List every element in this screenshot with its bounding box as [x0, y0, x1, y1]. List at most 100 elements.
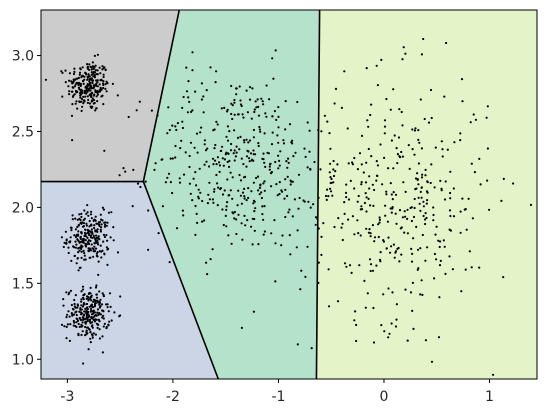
data-point	[396, 162, 399, 165]
data-point	[372, 341, 376, 344]
data-point	[453, 141, 456, 144]
data-point	[174, 144, 177, 148]
data-point	[412, 327, 415, 330]
data-point	[416, 178, 419, 181]
data-point	[112, 239, 115, 242]
data-point	[266, 151, 269, 154]
data-point	[261, 205, 264, 208]
data-point	[96, 85, 99, 88]
data-point	[176, 122, 179, 125]
data-point	[226, 201, 229, 204]
data-point	[102, 314, 105, 317]
data-point	[81, 225, 85, 228]
data-point	[71, 218, 74, 221]
data-point	[334, 87, 338, 90]
y-tick-label: 2.0	[12, 200, 34, 216]
data-point	[233, 149, 236, 152]
data-point	[360, 205, 363, 208]
data-point	[77, 269, 80, 272]
data-point	[257, 114, 261, 117]
data-point	[86, 90, 89, 93]
data-point	[95, 293, 98, 296]
data-point	[213, 147, 216, 150]
data-point	[353, 319, 356, 322]
data-point	[393, 256, 396, 259]
data-point	[387, 236, 390, 239]
data-point	[270, 143, 274, 146]
data-point	[127, 115, 130, 119]
data-point	[424, 339, 427, 342]
data-point	[389, 182, 392, 185]
data-point	[426, 246, 429, 249]
data-point	[231, 211, 234, 214]
data-point	[326, 120, 329, 123]
data-point	[211, 157, 215, 160]
data-point	[421, 233, 424, 237]
data-point	[412, 215, 416, 219]
data-point	[86, 66, 89, 69]
data-point	[277, 115, 280, 118]
data-point	[438, 296, 441, 299]
data-point	[166, 132, 169, 135]
data-point	[86, 95, 89, 98]
data-point	[98, 290, 101, 293]
data-point	[220, 149, 223, 152]
data-point	[92, 70, 95, 74]
data-point	[369, 204, 372, 207]
data-point	[241, 191, 245, 194]
data-point	[76, 107, 79, 110]
data-point	[94, 89, 97, 92]
data-point	[107, 211, 110, 214]
data-point	[417, 196, 420, 199]
data-point	[98, 306, 101, 309]
data-point	[75, 325, 78, 329]
data-point	[437, 336, 441, 339]
data-point	[214, 143, 217, 147]
data-point	[421, 293, 424, 296]
data-point	[98, 221, 102, 224]
data-point	[446, 148, 449, 151]
data-point	[118, 174, 121, 177]
data-point	[83, 310, 86, 313]
data-point	[329, 147, 332, 150]
data-point	[105, 325, 108, 329]
data-point	[344, 191, 348, 194]
data-point	[392, 191, 395, 194]
data-point	[448, 209, 452, 212]
boundary-line	[315, 9, 321, 380]
data-point	[280, 189, 283, 192]
data-point	[106, 303, 109, 306]
data-point	[502, 276, 505, 279]
data-point	[461, 197, 464, 200]
data-point	[197, 195, 200, 198]
plot-frame	[40, 9, 538, 380]
data-point	[356, 219, 359, 222]
data-point	[63, 241, 66, 244]
data-point	[71, 90, 74, 93]
data-point	[464, 268, 467, 271]
data-point	[122, 167, 125, 170]
data-point	[77, 251, 80, 254]
data-point	[313, 160, 316, 164]
data-point	[190, 110, 193, 113]
data-point	[333, 225, 336, 229]
data-point	[84, 95, 87, 98]
data-point	[442, 239, 445, 242]
data-point	[75, 91, 78, 94]
data-point	[409, 291, 413, 294]
data-point	[98, 66, 101, 69]
data-point	[96, 93, 99, 96]
data-point	[109, 236, 112, 239]
data-point	[377, 223, 380, 226]
data-point	[375, 160, 378, 163]
data-point	[420, 176, 424, 179]
data-point	[260, 191, 263, 194]
data-point	[188, 165, 191, 169]
data-point	[113, 311, 116, 314]
data-point	[175, 128, 178, 132]
data-point	[72, 72, 76, 76]
data-point	[262, 218, 265, 221]
data-point	[88, 291, 91, 295]
data-point	[188, 154, 191, 158]
data-point	[254, 100, 257, 103]
